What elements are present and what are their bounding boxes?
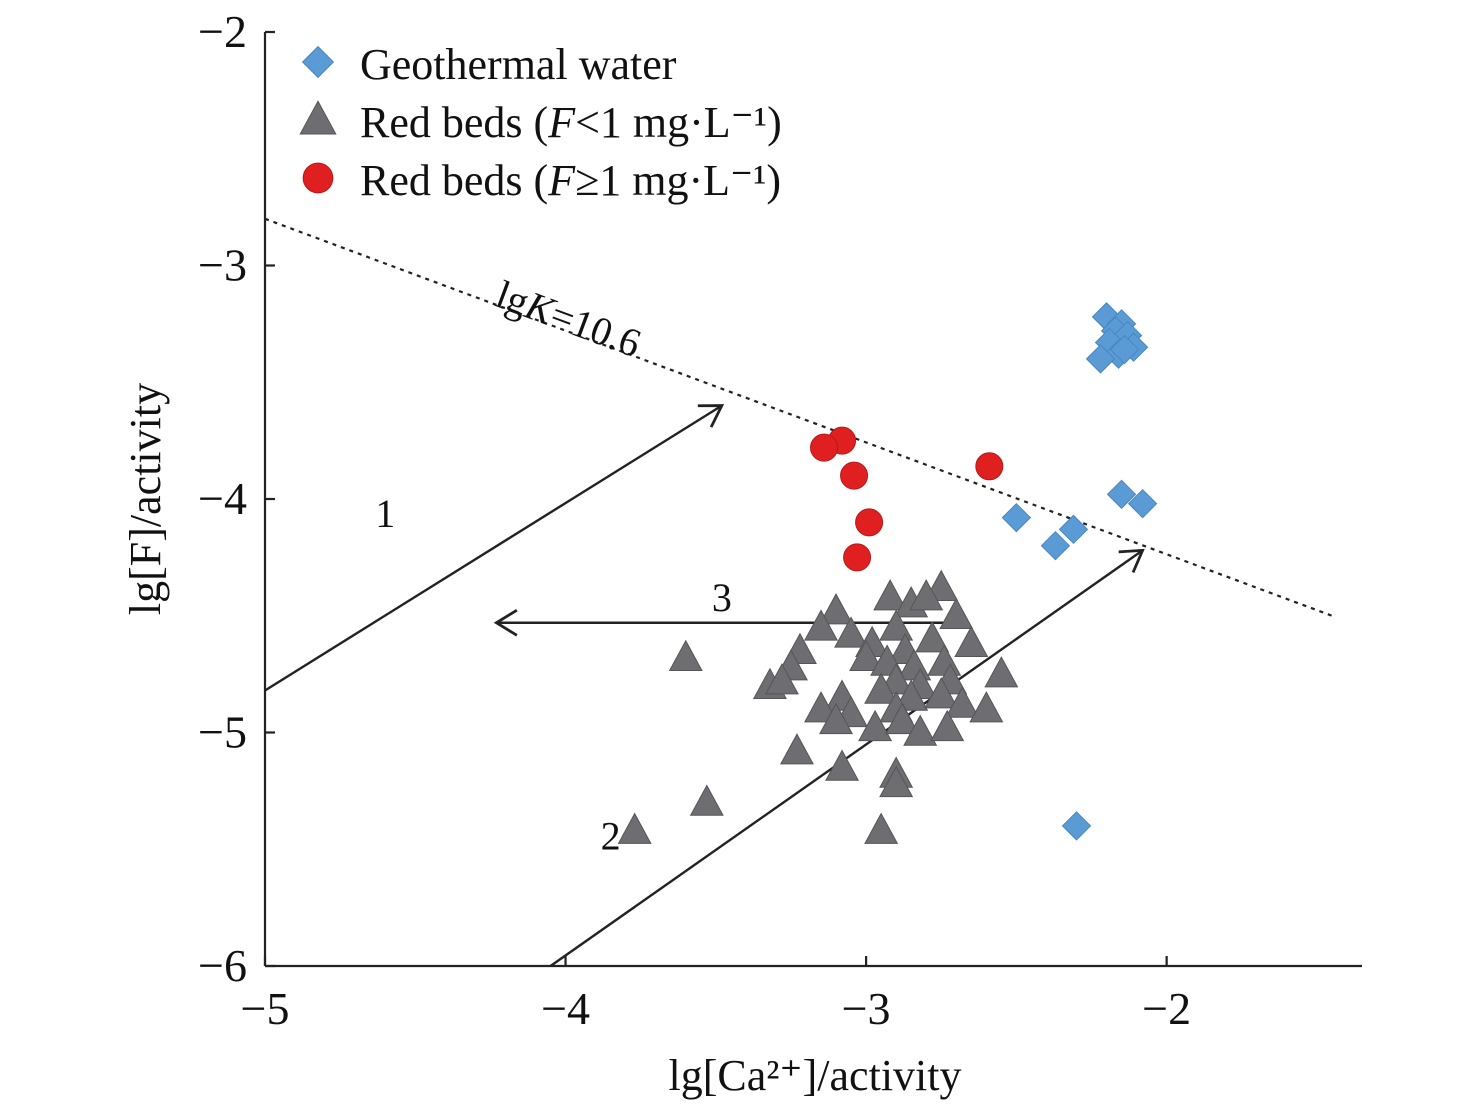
circle-point xyxy=(975,452,1004,481)
diamond-point xyxy=(1106,479,1137,510)
circle-point xyxy=(810,433,839,462)
plot-area: lgK=10.6 1 2 3 xyxy=(264,217,1333,967)
triangle-point xyxy=(864,812,899,844)
triangle-point xyxy=(819,702,854,735)
arrow-3-head xyxy=(493,609,518,637)
triangle-point xyxy=(954,625,989,658)
diamond-point xyxy=(1085,344,1116,374)
x-tick-label: −5 xyxy=(241,983,290,1034)
x-tick-label: −3 xyxy=(842,983,891,1034)
x-tick-label: −4 xyxy=(541,983,590,1034)
triangle-point xyxy=(689,784,724,816)
y-axis-title-text: lg[F]/activity xyxy=(121,383,170,615)
y-tick-label: −2 xyxy=(198,6,247,57)
triangle-point xyxy=(894,679,929,711)
x-axis-title-text: lg[Ca²⁺]/activity xyxy=(668,1051,961,1100)
triangle-point xyxy=(915,621,950,653)
diamond-point xyxy=(1061,811,1092,841)
y-axis-title: lg[F]/activity xyxy=(121,383,170,615)
triangle-point xyxy=(764,663,799,695)
diamond-point xyxy=(1127,488,1158,519)
triangle-point xyxy=(804,691,839,723)
legend-item-1: Geothermal water xyxy=(301,40,677,89)
arrow-2-label: 2 xyxy=(601,813,621,858)
legend-triangle-marker xyxy=(299,100,337,135)
arrow-1-head xyxy=(697,404,725,428)
legend-label: Geothermal water xyxy=(360,40,677,89)
y-tick-label: −4 xyxy=(198,473,247,524)
triangle-point xyxy=(834,616,869,648)
reference-line-label: lgK=10.6 xyxy=(490,271,647,366)
y-tick-label: −5 xyxy=(198,707,247,758)
triangle-point xyxy=(819,593,854,625)
diamond-point xyxy=(1001,502,1032,533)
triangle-point xyxy=(903,714,938,746)
triangle-point xyxy=(864,672,899,704)
legend-item-2: Red beds (F<1 mg·L⁻¹) xyxy=(299,98,782,147)
legend-label: Red beds (F<1 mg·L⁻¹) xyxy=(360,98,782,147)
circle-point xyxy=(840,461,869,490)
triangle-point xyxy=(945,686,980,718)
triangle-point xyxy=(939,597,974,629)
triangle-point xyxy=(924,677,959,709)
arrow-1-label: 1 xyxy=(375,491,395,536)
legend-label: Red beds (F≥1 mg·L⁻¹) xyxy=(360,156,781,205)
ticks: −5 −4 −3 −2−6−5−4−3−2 xyxy=(198,6,1191,1034)
legend: Geothermal water Red beds (F<1 mg·L⁻¹) Red… xyxy=(299,40,782,205)
reference-line xyxy=(264,217,1333,617)
legend-item-3: Red beds (F≥1 mg·L⁻¹) xyxy=(302,156,781,205)
legend-diamond-marker xyxy=(301,45,335,79)
series-triangle xyxy=(617,569,1019,844)
diamond-point xyxy=(1058,514,1089,545)
triangle-point xyxy=(825,749,860,781)
circle-point xyxy=(855,508,884,537)
triangle-point xyxy=(779,733,814,765)
y-tick-label: −3 xyxy=(198,240,247,291)
triangle-point xyxy=(617,812,652,844)
series-circle xyxy=(810,426,1004,572)
arrow-1-line xyxy=(264,404,723,692)
triangle-point xyxy=(930,709,965,742)
triangle-point xyxy=(879,609,914,641)
triangle-point xyxy=(849,639,884,672)
diamond-point xyxy=(1040,530,1071,561)
series-diamond xyxy=(1001,302,1158,841)
triangle-point xyxy=(804,609,839,641)
legend-circle-marker xyxy=(302,162,334,194)
triangle-point xyxy=(969,691,1004,723)
triangle-point xyxy=(858,709,893,742)
x-tick-label: −2 xyxy=(1142,983,1191,1034)
triangle-point xyxy=(879,765,914,798)
x-axis-title: lg[Ca²⁺]/activity xyxy=(668,1051,961,1100)
arrow-2-head xyxy=(1118,548,1145,573)
circle-point xyxy=(843,543,872,572)
triangle-point xyxy=(873,579,908,611)
triangle-point xyxy=(984,656,1019,688)
triangle-point xyxy=(885,702,920,735)
triangle-point xyxy=(909,579,944,611)
arrow-3-label: 3 xyxy=(712,575,732,620)
y-tick-label: −6 xyxy=(198,940,247,991)
diamond-point xyxy=(1109,334,1140,365)
triangle-point xyxy=(668,639,703,672)
